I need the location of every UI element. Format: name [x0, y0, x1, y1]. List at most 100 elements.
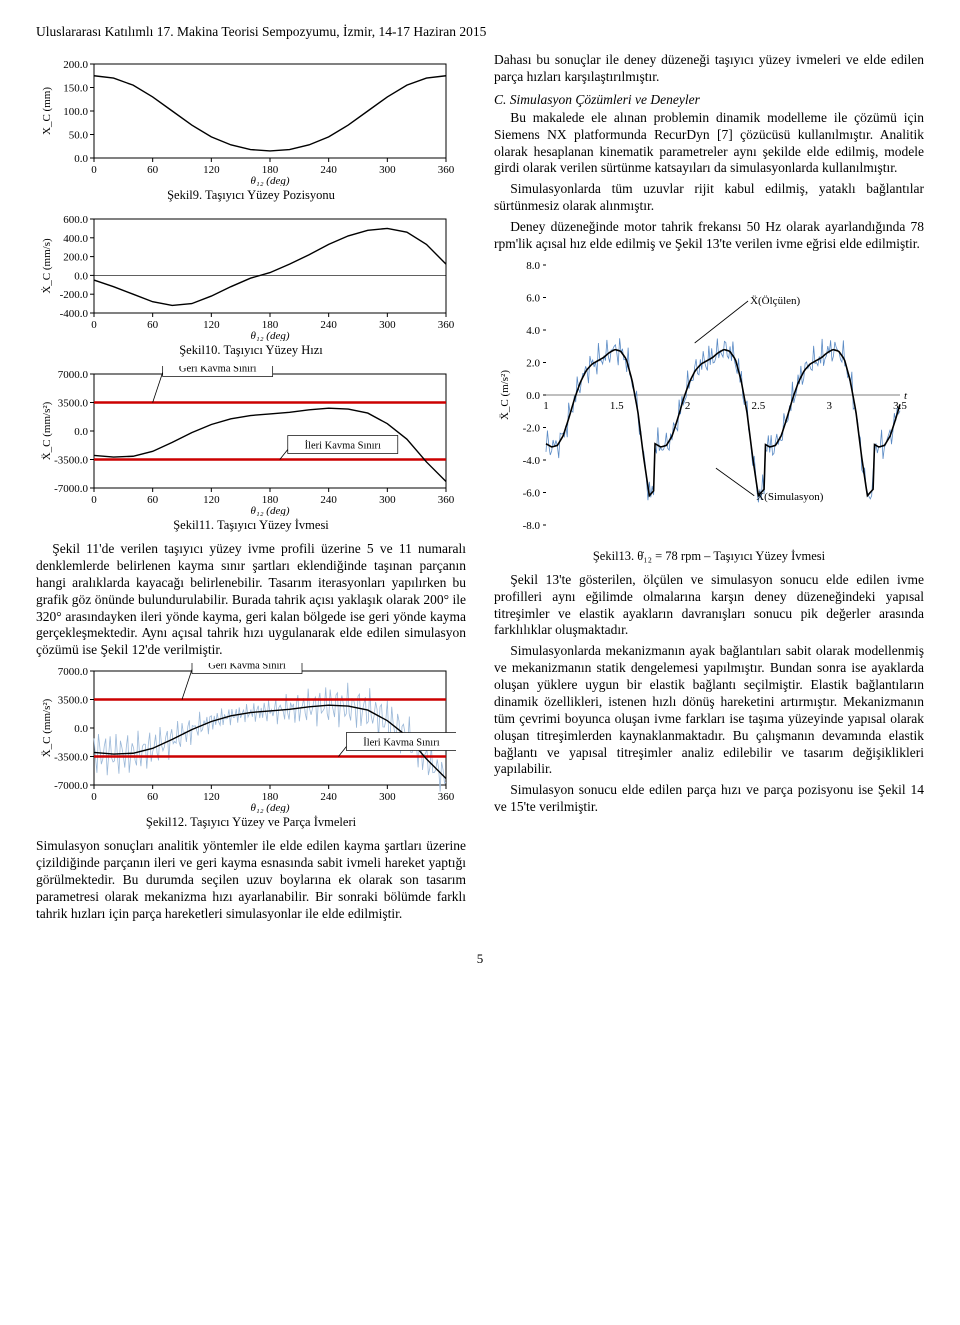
svg-text:Ẍ_C (mm/s²): Ẍ_C (mm/s²) [41, 698, 53, 757]
chart-velocity: -400.0-200.00.0200.0400.0600.00601201802… [36, 211, 466, 341]
svg-text:4.0: 4.0 [526, 325, 540, 337]
section-heading-c: C. Simulasyon Çözümleri ve Deneyler [494, 92, 924, 108]
body-right-1: Dahası bu sonuçlar ile deney düzeneği ta… [494, 52, 924, 86]
svg-text:240: 240 [320, 164, 337, 176]
svg-text:3: 3 [826, 400, 832, 412]
caption-fig13: Şekil13. θ̇₁₂ = 78 rpm – Taşıyıcı Yüzey … [494, 549, 924, 564]
svg-text:0: 0 [91, 791, 97, 803]
svg-text:600.0: 600.0 [63, 214, 88, 226]
svg-text:-400.0: -400.0 [60, 308, 89, 320]
svg-text:150.0: 150.0 [63, 83, 88, 95]
svg-text:360: 360 [438, 494, 455, 506]
svg-text:120: 120 [203, 494, 220, 506]
svg-text:-200.0: -200.0 [60, 289, 89, 301]
svg-text:2.5: 2.5 [752, 400, 766, 412]
svg-text:360: 360 [438, 791, 455, 803]
body-para-2: Simulasyon sonuçları analitik yöntemler … [36, 838, 466, 922]
body-right-6: Simulasyonlarda mekanizmanın ayak bağlan… [494, 643, 924, 778]
caption-fig9: Şekil9. Taşıyıcı Yüzey Pozisyonu [36, 188, 466, 203]
svg-text:2: 2 [685, 400, 691, 412]
svg-text:Ẍ(Simulasyon): Ẍ(Simulasyon) [756, 491, 824, 503]
svg-text:7000.0: 7000.0 [58, 666, 89, 678]
svg-text:2.0: 2.0 [526, 357, 540, 369]
svg-text:3500.0: 3500.0 [58, 695, 89, 707]
body-right-3: Simulasyonlarda tüm uzuvlar rijit kabul … [494, 181, 924, 215]
svg-text:-2.0: -2.0 [523, 422, 541, 434]
svg-text:θ₁₂ (deg): θ₁₂ (deg) [250, 802, 289, 813]
svg-text:60: 60 [147, 164, 159, 176]
svg-text:0: 0 [91, 164, 97, 176]
svg-text:300: 300 [379, 319, 396, 331]
svg-text:60: 60 [147, 791, 159, 803]
caption-fig11: Şekil11. Taşıyıcı Yüzey İvmesi [36, 518, 466, 533]
svg-text:t: t [904, 390, 908, 402]
svg-text:60: 60 [147, 494, 159, 506]
svg-text:θ₁₂ (deg): θ₁₂ (deg) [250, 175, 289, 186]
svg-text:120: 120 [203, 319, 220, 331]
right-column: Dahası bu sonuçlar ile deney düzeneği ta… [494, 52, 924, 927]
svg-text:-3500.0: -3500.0 [54, 752, 88, 764]
svg-text:0.0: 0.0 [74, 723, 88, 735]
chart-acceleration: -7000.0-3500.00.03500.07000.006012018024… [36, 366, 466, 516]
svg-text:3500.0: 3500.0 [58, 398, 89, 410]
svg-text:Ẍ_C (m/s²): Ẍ_C (m/s²) [499, 369, 511, 419]
svg-text:Ẍ_C (mm/s²): Ẍ_C (mm/s²) [41, 401, 53, 460]
svg-text:-8.0: -8.0 [523, 520, 541, 532]
svg-text:θ₁₂ (deg): θ₁₂ (deg) [250, 330, 289, 341]
page-header: Uluslararası Katılımlı 17. Makina Teoris… [36, 24, 924, 40]
svg-text:200.0: 200.0 [63, 252, 88, 264]
svg-text:8.0: 8.0 [526, 260, 540, 272]
svg-text:-7000.0: -7000.0 [54, 780, 88, 792]
page-number: 5 [36, 951, 924, 967]
svg-text:400.0: 400.0 [63, 233, 88, 245]
svg-text:120: 120 [203, 791, 220, 803]
body-right-5: Şekil 13'te gösterilen, ölçülen ve simul… [494, 572, 924, 640]
svg-text:240: 240 [320, 494, 337, 506]
svg-text:240: 240 [320, 319, 337, 331]
svg-text:0.0: 0.0 [74, 270, 88, 282]
svg-text:0.0: 0.0 [74, 426, 88, 438]
chart-measured: -8.0 -6.0 -4.0 -2.0 0.0 2.0 4.0 6.0 8.0 1 1.5 2 2.5 3… [494, 257, 924, 547]
svg-text:Geri Kavma Sınırı: Geri Kavma Sınırı [208, 663, 286, 672]
caption-fig10: Şekil10. Taşıyıcı Yüzey Hızı [36, 343, 466, 358]
svg-text:7000.0: 7000.0 [58, 369, 89, 381]
svg-text:300: 300 [379, 791, 396, 803]
svg-text:360: 360 [438, 319, 455, 331]
svg-text:60: 60 [147, 319, 159, 331]
main-columns: 0.050.0100.0150.0200.0060120180240300360… [36, 52, 924, 927]
svg-text:İleri Kavma Sınırı: İleri Kavma Sınırı [305, 440, 381, 452]
svg-text:0: 0 [91, 319, 97, 331]
svg-text:360: 360 [438, 164, 455, 176]
svg-text:300: 300 [379, 164, 396, 176]
svg-text:θ₁₂ (deg): θ₁₂ (deg) [250, 505, 289, 516]
svg-text:Ẍ(Ölçülen): Ẍ(Ölçülen) [750, 295, 800, 307]
svg-text:-4.0: -4.0 [523, 455, 541, 467]
svg-text:200.0: 200.0 [63, 59, 88, 71]
svg-text:0.0: 0.0 [74, 153, 88, 165]
svg-text:120: 120 [203, 164, 220, 176]
body-right-4: Deney düzeneğinde motor tahrik frekansı … [494, 219, 924, 253]
svg-text:50.0: 50.0 [69, 130, 89, 142]
body-para-1: Şekil 11'de verilen taşıyıcı yüzey ivme … [36, 541, 466, 659]
svg-text:0.0: 0.0 [526, 390, 540, 402]
svg-text:-3500.0: -3500.0 [54, 455, 88, 467]
svg-text:1.5: 1.5 [610, 400, 624, 412]
left-column: 0.050.0100.0150.0200.0060120180240300360… [36, 52, 466, 927]
svg-text:-6.0: -6.0 [523, 487, 541, 499]
svg-text:-7000.0: -7000.0 [54, 483, 88, 495]
chart-position: 0.050.0100.0150.0200.0060120180240300360… [36, 56, 466, 186]
svg-text:0: 0 [91, 494, 97, 506]
svg-text:Geri Kavma Sınırı: Geri Kavma Sınırı [179, 366, 257, 375]
svg-text:İleri Kavma Sınırı: İleri Kavma Sınırı [363, 737, 439, 749]
svg-text:X_C (mm): X_C (mm) [41, 87, 53, 135]
body-right-2: Bu makalede ele alınan problemin dinamik… [494, 110, 924, 178]
svg-text:300: 300 [379, 494, 396, 506]
chart-acceleration-sim: -7000.0-3500.00.03500.07000.006012018024… [36, 663, 466, 813]
svg-text:240: 240 [320, 791, 337, 803]
svg-text:1: 1 [543, 400, 549, 412]
svg-text:100.0: 100.0 [63, 106, 88, 118]
svg-text:Ẋ_C (mm/s): Ẋ_C (mm/s) [41, 238, 53, 294]
caption-fig12: Şekil12. Taşıyıcı Yüzey ve Parça İvmeler… [36, 815, 466, 830]
body-right-7: Simulasyon sonucu elde edilen parça hızı… [494, 782, 924, 816]
svg-text:6.0: 6.0 [526, 292, 540, 304]
